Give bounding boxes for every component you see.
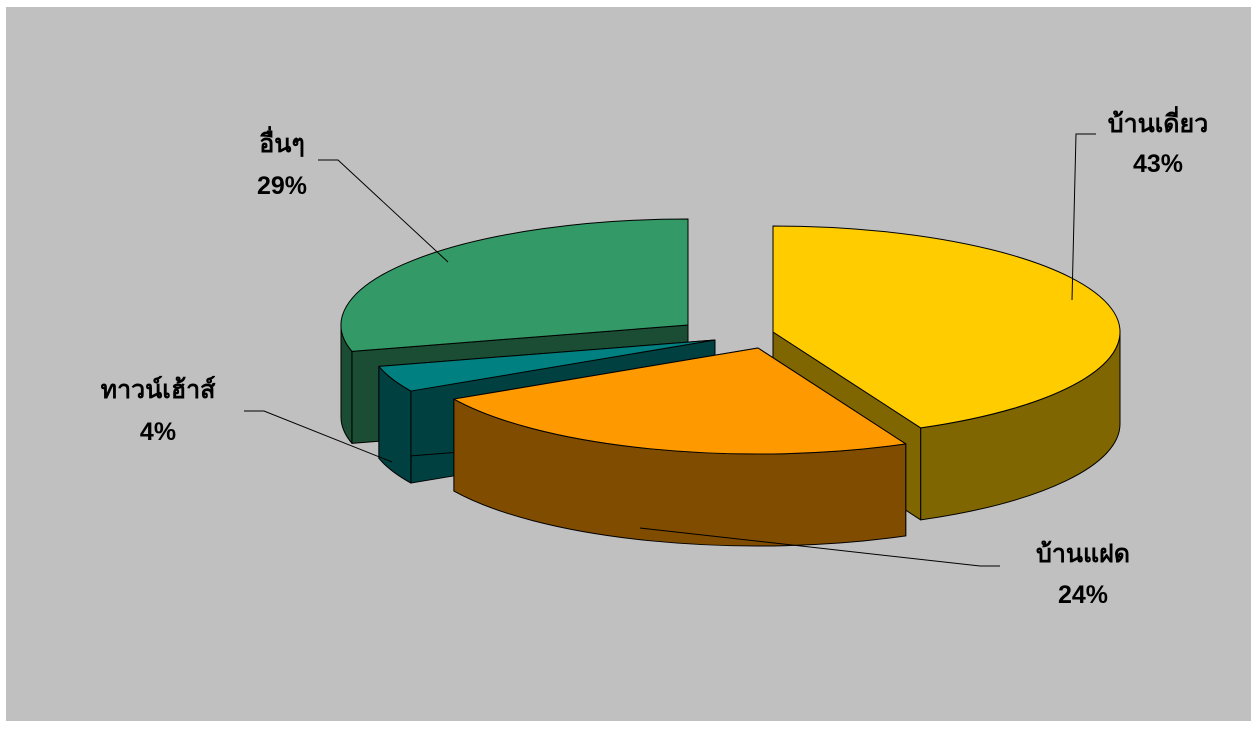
leader-line-townhouse: [244, 410, 393, 463]
leader-line-twin-house: [639, 527, 1000, 567]
slice-label-townhouse: ทาวน์เฮ้าส์: [101, 375, 216, 404]
slice-top-twin-house: [453, 347, 907, 455]
slice-label-twin-house: บ้านแฝด: [1036, 540, 1130, 568]
slice-value-other: 29%: [257, 172, 307, 200]
slice-label-single-house: บ้านเดี่ยว: [1108, 106, 1208, 138]
leader-line-other: [318, 159, 449, 263]
leader-line-single-house: [1071, 133, 1096, 301]
slice-label-other: อื่นๆ: [259, 126, 305, 158]
slice-top-townhouse: [378, 339, 716, 392]
pie-slice-twin-house: [453, 347, 907, 547]
slice-value-townhouse: 4%: [140, 418, 176, 446]
slice-top-other: [340, 218, 689, 352]
slice-top-single-house: [772, 225, 1121, 429]
slice-value-single-house: 43%: [1133, 150, 1183, 178]
slice-value-twin-house: 24%: [1058, 581, 1108, 609]
